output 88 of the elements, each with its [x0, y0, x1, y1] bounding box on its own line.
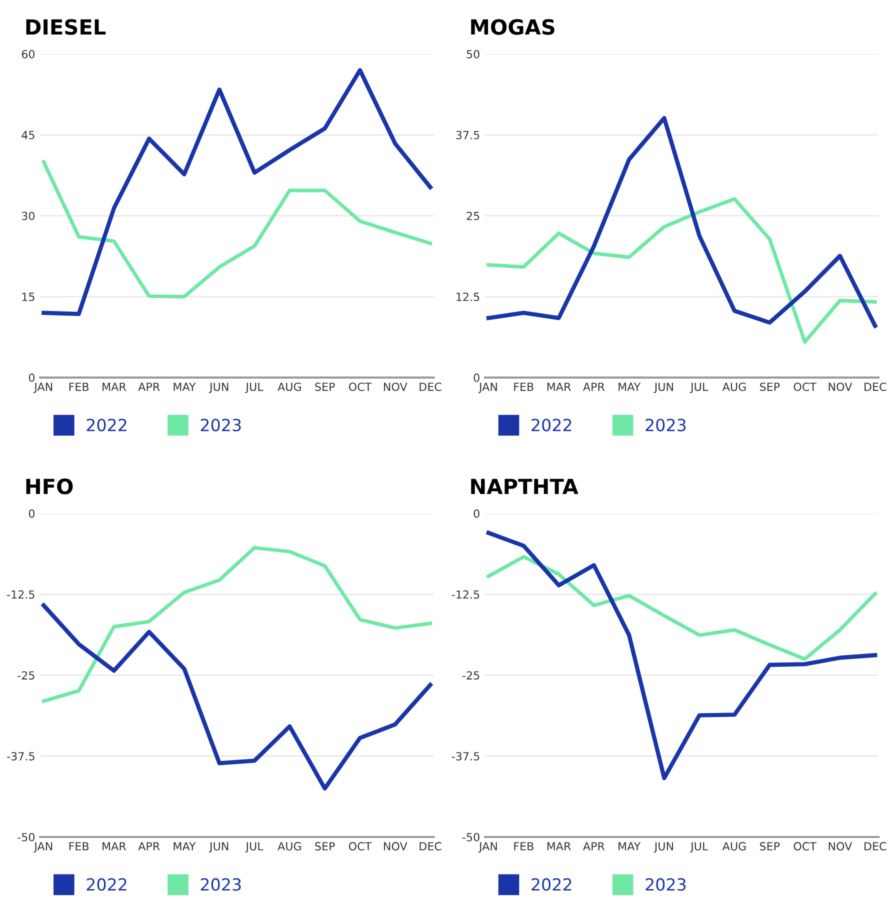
x-tick-label: SEP — [760, 382, 780, 392]
y-tick-label: -37.5 — [452, 752, 480, 760]
x-tick-label: JAN — [34, 382, 52, 394]
x-tick-label: APR — [138, 382, 160, 391]
y-tick-label: -12.5 — [452, 590, 480, 599]
y-tick-label: 0 — [28, 509, 35, 518]
x-tick-label: FEB — [69, 382, 89, 391]
y-tick-label: -37.5 — [7, 752, 34, 760]
y-tick-label: 0 — [28, 374, 35, 382]
x-tick-label: MAR — [547, 382, 571, 391]
x-tick-label: NOV — [828, 842, 852, 850]
x-tick-label: JUN — [654, 842, 673, 853]
x-tick-label: OCT — [348, 842, 372, 850]
x-tick-label: JUN — [208, 842, 228, 853]
line-series — [42, 603, 432, 791]
line-series — [486, 116, 878, 328]
legend-label: 2023 — [646, 878, 686, 891]
y-tick-label: -50 — [462, 832, 480, 842]
x-tick-label: DEC — [420, 382, 442, 392]
x-tick-label: APR — [583, 382, 605, 391]
x-tick-label: SEP — [315, 842, 335, 850]
x-tick-label: FEB — [514, 382, 534, 391]
x-tick-label: MAR — [547, 842, 571, 850]
x-tick-label: MAY — [618, 842, 641, 850]
x-tick-label: MAR — [102, 842, 126, 850]
y-tick-label: 25 — [466, 212, 480, 220]
chart-title: NAPTHTA — [471, 478, 578, 494]
x-tick-label: JUL — [690, 382, 708, 394]
line-series — [486, 554, 877, 661]
x-tick-label: FEB — [514, 842, 534, 850]
line-series — [42, 68, 432, 316]
x-tick-label: SEP — [760, 842, 780, 850]
legend-label: 2022 — [86, 418, 126, 432]
chart-title: DIESEL — [26, 19, 106, 35]
x-tick-label: JUN — [654, 382, 673, 394]
x-tick-label: JAN — [478, 382, 497, 394]
x-tick-label: JUL — [245, 842, 264, 853]
x-tick-label: NOV — [384, 842, 408, 850]
line-series — [42, 160, 432, 298]
legend-label: 2022 — [532, 878, 572, 891]
x-tick-label: OCT — [794, 842, 816, 850]
x-tick-label: AUG — [278, 842, 301, 850]
x-tick-label: DEC — [864, 842, 886, 850]
x-tick-label: DEC — [420, 842, 442, 850]
y-tick-label: 15 — [22, 292, 34, 302]
y-tick-label: 12.5 — [456, 292, 480, 302]
x-tick-label: AUG — [722, 842, 746, 850]
x-tick-label: NOV — [828, 382, 852, 392]
x-tick-label: FEB — [69, 842, 89, 850]
x-tick-label: DEC — [864, 382, 886, 392]
line-series — [42, 546, 432, 703]
y-tick-label: 37.5 — [456, 130, 480, 140]
legend-label: 2023 — [646, 418, 686, 432]
legend-label: 2022 — [86, 878, 126, 891]
y-tick-label: 30 — [22, 212, 35, 220]
x-tick-label: JAN — [478, 842, 497, 853]
y-tick-label: 60 — [22, 50, 35, 58]
chart-title: HFO — [26, 478, 73, 494]
y-tick-label: -25 — [18, 671, 34, 680]
x-tick-label: MAY — [618, 382, 641, 391]
x-tick-label: JAN — [34, 842, 52, 853]
legend-label: 2023 — [200, 418, 241, 432]
line-series — [486, 197, 877, 344]
line-series — [486, 530, 878, 780]
x-tick-label: JUL — [690, 842, 708, 853]
x-tick-label: JUL — [245, 382, 264, 394]
x-tick-label: APR — [138, 842, 160, 850]
x-tick-label: AUG — [278, 382, 301, 392]
y-tick-label: 0 — [474, 509, 480, 518]
y-tick-label: 50 — [466, 50, 480, 58]
x-tick-label: OCT — [794, 382, 816, 392]
legend-label: 2022 — [532, 418, 572, 432]
y-tick-label: 0 — [474, 374, 480, 382]
x-tick-label: MAY — [174, 842, 196, 850]
x-tick-label: AUG — [722, 382, 746, 392]
y-tick-label: -50 — [18, 832, 35, 842]
y-tick-label: -12.5 — [7, 590, 34, 599]
y-tick-label: -25 — [462, 671, 480, 680]
x-tick-label: MAR — [102, 382, 126, 391]
y-tick-label: 45 — [22, 131, 34, 140]
x-tick-label: APR — [583, 842, 605, 850]
x-tick-label: OCT — [348, 382, 372, 392]
chart-title: MOGAS — [471, 19, 554, 35]
x-tick-label: MAY — [174, 382, 196, 391]
legend-label: 2023 — [200, 878, 241, 891]
x-tick-label: SEP — [315, 382, 335, 392]
x-tick-label: JUN — [208, 382, 228, 394]
x-tick-label: NOV — [384, 382, 408, 392]
